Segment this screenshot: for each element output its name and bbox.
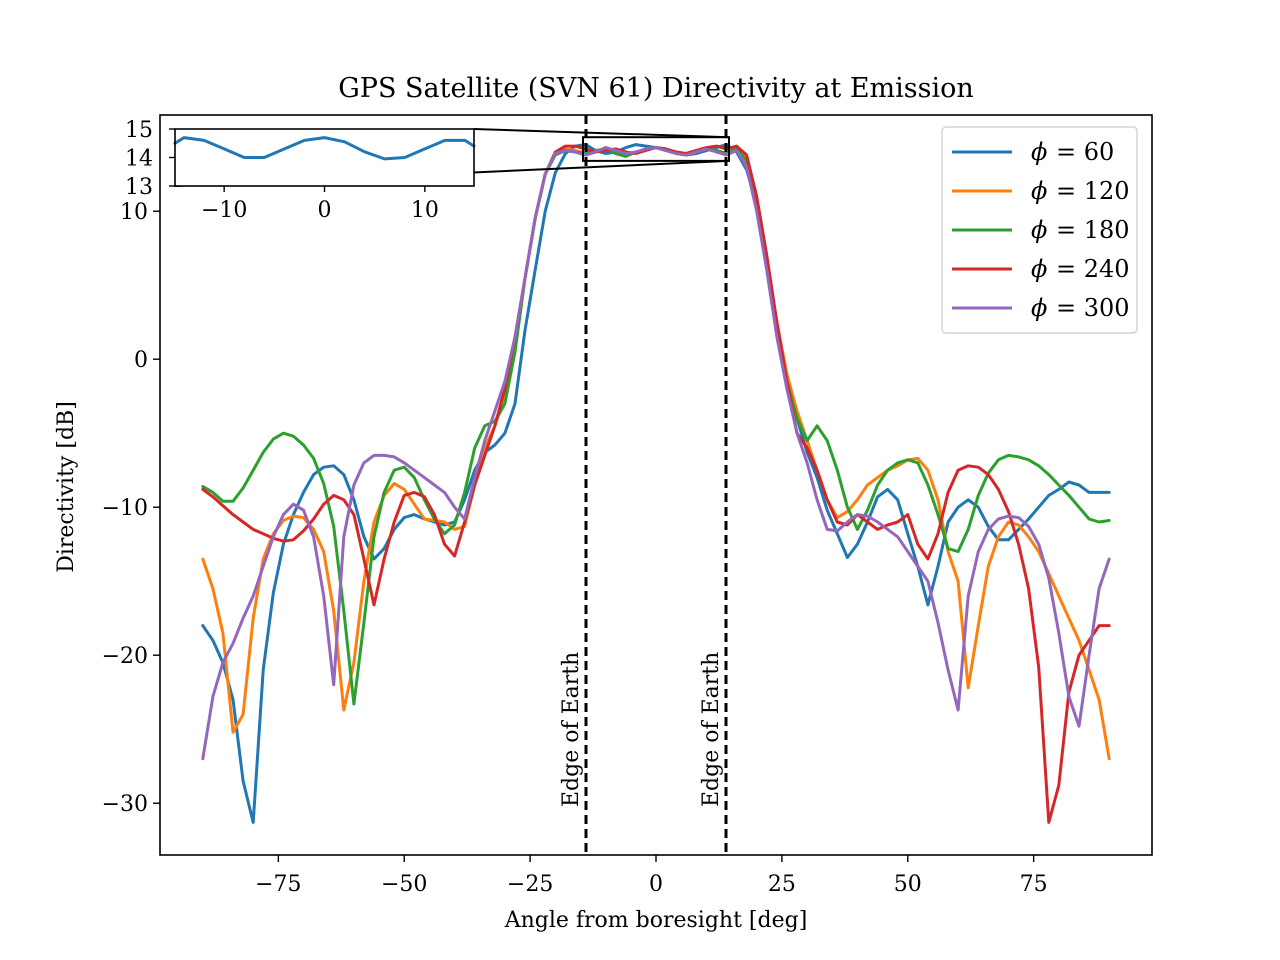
legend-entries: ϕ = 60 ϕ = 120 ϕ = 180 ϕ = 240 ϕ = 300 <box>952 138 1130 322</box>
x-tick-label: 25 <box>768 872 796 897</box>
inset-x-tick-label: 10 <box>411 198 439 223</box>
series-line-phi-300 <box>201 146 1111 761</box>
edge-of-earth-label-1: Edge of Earth <box>559 652 584 807</box>
y-axis-ticks: −30 −20 −10 0 10 <box>102 200 160 817</box>
legend-label-value: = 60 <box>1056 138 1114 166</box>
x-tick-label: −75 <box>255 872 301 897</box>
main-axes: Edge of Earth Edge of Earth −75 −50 −25 0 25 5… <box>102 114 1153 897</box>
y-tick-label: −20 <box>102 644 148 669</box>
legend-label-value: = 240 <box>1056 255 1130 283</box>
y-tick-label: 10 <box>120 200 148 225</box>
x-tick-label: 0 <box>649 872 663 897</box>
inset-ticks: −10 0 10 13 14 15 <box>125 118 439 223</box>
legend-label-symbol: ϕ <box>1031 255 1047 283</box>
inset-series-line <box>173 136 476 161</box>
y-axis-label: Directivity [dB] <box>54 401 79 573</box>
legend-label-symbol: ϕ <box>1031 138 1047 166</box>
legend-label-value: = 180 <box>1056 216 1130 244</box>
y-tick-label: −30 <box>102 792 148 817</box>
legend-label-value: = 300 <box>1056 294 1130 322</box>
legend-label-symbol: ϕ <box>1031 294 1047 322</box>
inset-y-tick-label: 14 <box>125 147 153 172</box>
inset-x-tick-label: 0 <box>318 198 332 223</box>
y-tick-label: 0 <box>134 348 148 373</box>
inset-y-tick-label: 15 <box>125 118 153 143</box>
series-layer <box>201 143 1111 824</box>
inset-series-layer <box>173 136 476 161</box>
x-tick-label: −50 <box>381 872 427 897</box>
legend-label-symbol: ϕ <box>1031 216 1047 244</box>
edge-of-earth-label-2: Edge of Earth <box>699 652 724 807</box>
y-tick-label: −10 <box>102 496 148 521</box>
x-axis-label: Angle from boresight [deg] <box>504 908 808 933</box>
legend-label-symbol: ϕ <box>1031 177 1047 205</box>
chart-title: GPS Satellite (SVN 61) Directivity at Em… <box>338 73 974 104</box>
legend-label-value: = 120 <box>1056 177 1130 205</box>
inset-x-tick-label: −10 <box>201 198 247 223</box>
x-tick-label: 75 <box>1020 872 1048 897</box>
zoom-box <box>581 136 731 162</box>
zoom-connector-top <box>473 128 730 139</box>
legend-box <box>941 126 1138 334</box>
inset-y-tick-label: 13 <box>125 175 153 200</box>
edge-of-earth-lines: Edge of Earth Edge of Earth <box>559 115 728 855</box>
x-axis-ticks: −75 −50 −25 0 25 50 75 <box>255 855 1048 897</box>
x-tick-label: 50 <box>894 872 922 897</box>
inset-axes: −10 0 10 13 14 15 <box>125 118 476 223</box>
legend: ϕ = 60 ϕ = 120 ϕ = 180 ϕ = 240 ϕ = 300 <box>941 126 1138 334</box>
x-tick-label: −25 <box>507 872 553 897</box>
